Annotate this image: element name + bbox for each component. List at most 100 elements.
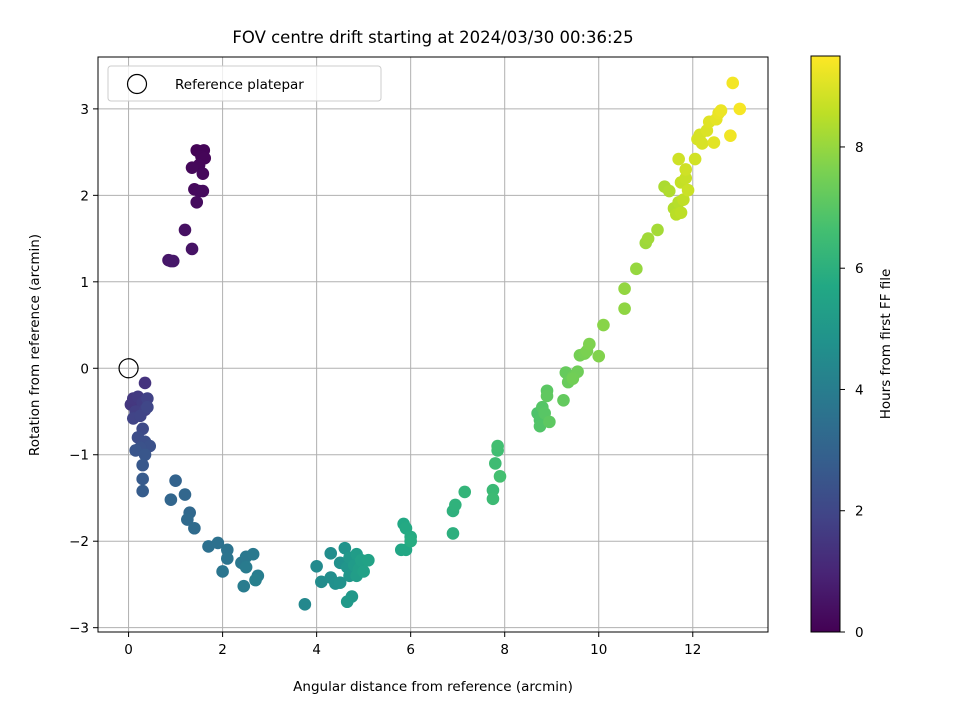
data-point	[220, 552, 234, 565]
data-point	[249, 573, 262, 587]
data-point	[216, 565, 229, 578]
data-point	[169, 474, 182, 487]
data-point	[141, 400, 154, 414]
data-point	[211, 536, 225, 550]
grid	[98, 57, 768, 632]
data-point	[583, 337, 596, 351]
x-tick-label: 0	[124, 642, 133, 658]
data-point	[196, 167, 210, 181]
data-point	[592, 349, 606, 363]
data-point	[178, 488, 192, 501]
data-point	[138, 376, 152, 390]
x-tick-label: 8	[500, 642, 509, 658]
data-point	[486, 492, 500, 506]
data-point	[404, 534, 417, 548]
colorbar-ticks: 0 2 4 6 8	[840, 140, 864, 641]
data-point	[196, 184, 210, 198]
data-point	[136, 472, 149, 486]
data-point	[181, 513, 194, 526]
data-point	[136, 484, 149, 498]
data-point	[185, 242, 199, 256]
y-axis-label: Rotation from reference (arcmin)	[27, 234, 43, 456]
data-point	[239, 560, 253, 574]
data-point	[188, 521, 201, 535]
data-point	[726, 76, 740, 90]
data-point	[446, 527, 460, 540]
x-axis-label: Angular distance from reference (arcmin)	[293, 679, 573, 695]
data-point	[338, 541, 352, 555]
data-point	[237, 579, 251, 593]
data-point	[486, 483, 500, 497]
x-tick-label: 2	[218, 642, 227, 658]
data-point	[164, 493, 178, 507]
data-point	[164, 254, 178, 268]
data-point	[662, 184, 676, 198]
data-point	[136, 458, 149, 472]
data-point	[357, 565, 370, 578]
data-point	[493, 470, 507, 483]
data-point	[724, 129, 737, 142]
data-point	[679, 171, 693, 185]
y-tick-label: 1	[80, 275, 89, 291]
data-point	[185, 161, 199, 174]
data-point	[688, 152, 702, 166]
data-point	[714, 104, 728, 117]
data-point	[651, 223, 664, 237]
data-point	[618, 302, 631, 315]
colorbar: 0 2 4 6 8 Hours from first FF file	[810, 55, 894, 641]
data-point	[310, 559, 323, 573]
data-point	[681, 183, 695, 197]
data-point	[540, 389, 554, 403]
data-point	[695, 137, 709, 150]
chart-title: FOV centre drift starting at 2024/03/30 …	[232, 28, 633, 47]
data-point	[679, 163, 693, 176]
data-point	[220, 543, 234, 557]
y-tick-label: 3	[80, 102, 89, 118]
data-point	[677, 193, 690, 206]
data-point	[138, 448, 152, 462]
x-tick-label: 4	[312, 642, 321, 658]
legend: Reference platepar	[107, 65, 382, 102]
legend-box	[107, 65, 382, 102]
y-tick-label: −3	[69, 621, 89, 637]
data-point	[134, 409, 147, 423]
data-point	[618, 282, 631, 296]
colorbar-gradient	[810, 55, 841, 633]
colorbar-tick-label: 0	[855, 625, 864, 641]
data-point	[362, 553, 375, 567]
y-tick-label: 0	[80, 361, 89, 377]
data-point	[566, 372, 580, 385]
data-point	[141, 392, 154, 405]
colorbar-tick-label: 4	[855, 382, 864, 398]
x-tick-label: 12	[684, 642, 701, 658]
data-point	[340, 595, 354, 609]
data-point	[557, 393, 570, 407]
data-point	[333, 576, 347, 590]
data-point	[178, 223, 192, 237]
data-points	[124, 76, 747, 611]
colorbar-tick-label: 2	[855, 504, 864, 520]
data-point	[630, 262, 643, 276]
x-axis-ticks: 0 2 4 6 8 10 12	[124, 632, 701, 658]
data-point	[533, 419, 547, 433]
data-point	[324, 547, 338, 560]
data-point	[707, 136, 721, 149]
reference-platepar-marker	[118, 358, 139, 379]
data-point	[674, 206, 688, 219]
data-point	[733, 102, 747, 116]
y-tick-label: 2	[80, 188, 89, 204]
x-tick-label: 10	[590, 642, 607, 658]
data-point	[315, 575, 328, 589]
legend-reference-label: Reference platepar	[175, 77, 304, 93]
data-point	[449, 498, 462, 512]
colorbar-tick-label: 8	[855, 140, 864, 156]
data-point	[672, 152, 685, 166]
legend-reference-marker	[126, 73, 148, 95]
data-point	[543, 415, 556, 429]
data-point	[491, 439, 504, 453]
data-point	[641, 232, 655, 245]
colorbar-tick-label: 6	[855, 261, 864, 277]
plot-frame	[97, 56, 769, 633]
data-point	[298, 598, 312, 611]
